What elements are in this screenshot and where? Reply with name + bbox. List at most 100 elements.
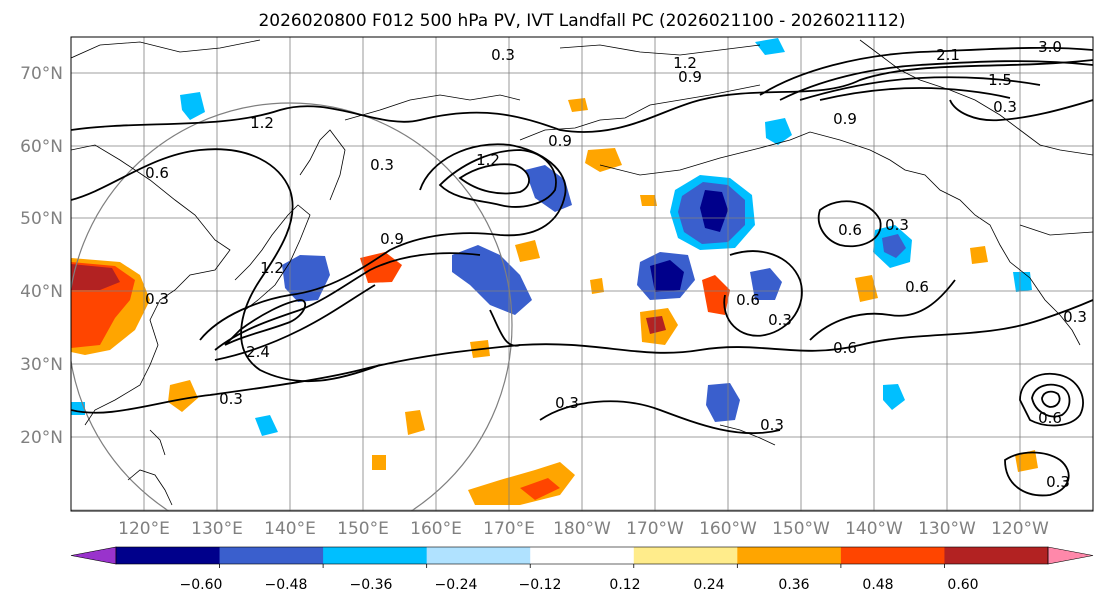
contour-label: 0.6	[905, 278, 929, 296]
lat-label: 40°N	[20, 282, 63, 302]
colorbar-tick-label: 0.48	[862, 577, 893, 593]
shade-negative	[882, 234, 906, 258]
contour-label: 1.2	[673, 54, 697, 72]
contour-label: 0.3	[491, 46, 515, 64]
lon-label: 140°E	[264, 519, 316, 539]
colorbar-tick-label: 0.24	[693, 577, 724, 593]
shade-positive	[372, 455, 386, 470]
shade-positive	[405, 410, 425, 435]
colorbar-ticks	[219, 564, 945, 568]
colorbar-tick-label: 0.60	[947, 577, 978, 593]
contour-label: 0.6	[736, 291, 760, 309]
colorbar-tick-label: 0.12	[609, 577, 640, 593]
contour-label: 0.6	[833, 339, 857, 357]
contour-label: 1.2	[476, 151, 500, 169]
colorbar-box	[323, 547, 428, 564]
shade-positive	[360, 252, 402, 283]
colorbar-extend-min	[70, 546, 117, 565]
colorbar: −0.60 −0.48 −0.36 −0.24 −0.12 0.12 0.24 …	[70, 546, 1094, 593]
coastlines	[71, 39, 1093, 506]
colorbar-tick-label: −0.60	[180, 577, 223, 593]
contour-label: 0.9	[380, 230, 404, 248]
lon-label: 120°W	[991, 519, 1049, 539]
contour-label: 0.3	[370, 156, 394, 174]
shade-negative	[180, 92, 205, 120]
contour-label: 0.9	[548, 132, 572, 150]
colorbar-tick-label: −0.24	[435, 577, 478, 593]
shade-negative	[255, 415, 278, 436]
map-frame	[70, 36, 1094, 512]
shade-negative	[525, 165, 572, 212]
colorbar-tick-label: −0.12	[519, 577, 562, 593]
shade-negative	[650, 260, 684, 292]
shade-negative	[1013, 272, 1032, 292]
contour-label: 1.2	[250, 114, 274, 132]
colorbar-box	[737, 547, 842, 564]
lon-label: 140°W	[845, 519, 903, 539]
shade-positive	[520, 478, 560, 500]
lon-label: 150°E	[337, 519, 389, 539]
shade-positive	[168, 380, 198, 412]
shade-negative	[700, 190, 728, 232]
contour-label: 2.1	[936, 46, 960, 64]
lon-label: 150°W	[772, 519, 830, 539]
pv-contours	[71, 46, 1093, 497]
contour-label: 0.6	[1038, 409, 1062, 427]
lon-label: 170°W	[626, 519, 684, 539]
contour-label: 0.9	[678, 68, 702, 86]
contour-label: 0.3	[145, 290, 169, 308]
colorbar-extend-max	[1047, 546, 1094, 565]
shade-positive	[515, 240, 540, 262]
contour-label: 0.3	[760, 416, 784, 434]
shade-positive	[585, 148, 622, 172]
colorbar-box	[944, 547, 1049, 564]
lat-label: 30°N	[20, 355, 63, 375]
shade-positive	[1015, 450, 1038, 472]
contour-label: 3.0	[1038, 38, 1062, 56]
colorbar-tick-label: −0.36	[350, 577, 393, 593]
shade-negative	[765, 118, 792, 145]
lon-label: 170°E	[483, 519, 535, 539]
shade-negative	[750, 268, 782, 300]
colorbar-box	[840, 547, 945, 564]
contour-label: 0.3	[993, 98, 1017, 116]
gridlines	[71, 37, 1093, 511]
contour-label: 1.5	[988, 71, 1012, 89]
contour-label: 0.3	[1046, 473, 1070, 491]
lat-label: 20°N	[20, 428, 63, 448]
contour-labels: 0.3 1.2 0.9 2.1 3.0 1.5 0.3 0.9 1.2 0.6 …	[145, 38, 1087, 491]
colorbar-boxes	[70, 546, 1094, 565]
shade-negative	[282, 255, 330, 302]
latitude-labels: 70°N 60°N 50°N 40°N 30°N 20°N	[20, 64, 63, 448]
lon-label: 160°E	[410, 519, 462, 539]
shade-positive	[71, 264, 120, 290]
contour-label: 0.6	[145, 164, 169, 182]
colorbar-box	[219, 547, 324, 564]
shade-positive	[590, 278, 604, 294]
shade-positive	[855, 275, 878, 302]
shade-positive	[970, 246, 988, 264]
lon-label: 120°E	[118, 519, 170, 539]
colorbar-frame	[115, 546, 1049, 565]
colorbar-box	[530, 547, 635, 564]
lon-label: 130°E	[191, 519, 243, 539]
lat-label: 70°N	[20, 64, 63, 84]
contour-label: 2.4	[246, 343, 270, 361]
colorbar-tick-label: 0.36	[778, 577, 809, 593]
contour-label: 0.3	[768, 311, 792, 329]
shade-positive	[640, 195, 657, 206]
shade-negative	[706, 383, 740, 422]
longitude-labels: 120°E 130°E 140°E 150°E 160°E 170°E 180°…	[118, 519, 1049, 539]
shade-negative	[452, 245, 532, 315]
shade-positive	[646, 316, 666, 334]
shade-negative	[755, 38, 785, 55]
shade-negative	[883, 384, 905, 410]
contour-label: 0.9	[833, 110, 857, 128]
lon-label: 180°W	[553, 519, 611, 539]
shade-positive	[568, 98, 588, 112]
contour-label: 0.6	[838, 221, 862, 239]
colorbar-tick-label: −0.48	[265, 577, 308, 593]
figure-title: 2026020800 F012 500 hPa PV, IVT Landfall…	[258, 11, 905, 31]
contour-label: 1.2	[260, 259, 284, 277]
